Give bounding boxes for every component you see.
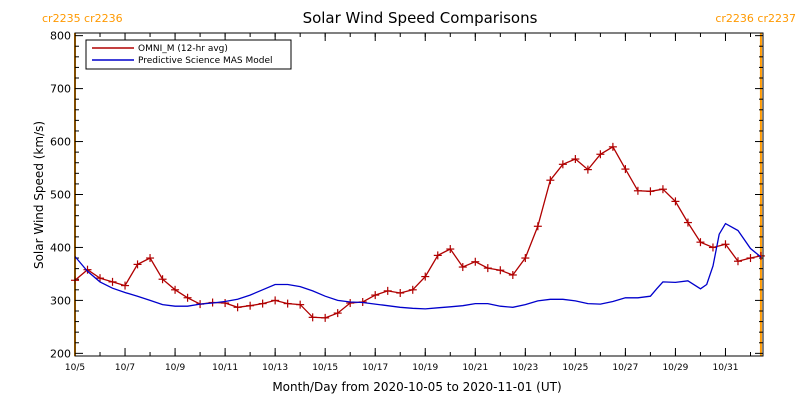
data-point-0 (471, 257, 480, 266)
data-point-0 (633, 186, 642, 195)
data-point-0 (158, 275, 167, 284)
data-point-0 (721, 240, 730, 249)
x-tick-label: 10/7 (115, 363, 135, 373)
y-axis-label: Solar Wind Speed (km/s) (32, 121, 46, 269)
data-point-0 (133, 260, 142, 269)
data-point-0 (521, 254, 530, 263)
data-point-0 (658, 185, 667, 194)
data-point-0 (733, 257, 742, 266)
data-point-0 (533, 222, 542, 231)
data-point-0 (558, 160, 567, 169)
data-point-0 (271, 296, 280, 305)
legend-label-mas: Predictive Science MAS Model (138, 56, 273, 66)
data-point-0 (756, 251, 765, 260)
y-tick-label: 500 (50, 189, 71, 202)
data-point-0 (233, 303, 242, 312)
plot-frame (74, 32, 764, 357)
data-point-0 (383, 286, 392, 295)
data-point-0 (371, 291, 380, 300)
x-tick-label: 10/23 (512, 363, 538, 373)
data-point-0 (333, 309, 342, 318)
data-point-0 (696, 238, 705, 247)
data-point-0 (408, 285, 417, 294)
data-point-0 (321, 313, 330, 322)
data-point-0 (621, 165, 630, 174)
legend-label-omni: OMNI_M (12-hr avg) (138, 44, 228, 54)
chart-title: Solar Wind Speed Comparisons (303, 9, 538, 27)
data-point-0 (83, 265, 92, 274)
x-tick-label: 10/27 (612, 363, 638, 373)
y-tick-label: 200 (50, 347, 71, 360)
data-point-0 (646, 187, 655, 196)
data-point-0 (746, 254, 755, 263)
data-point-0 (108, 277, 117, 286)
y-tick-label: 600 (50, 136, 71, 149)
data-point-0 (308, 313, 317, 322)
x-tick-label: 10/21 (462, 363, 488, 373)
legend: OMNI_M (12-hr avg) Predictive Science MA… (85, 39, 292, 70)
data-point-0 (496, 266, 505, 275)
data-point-0 (446, 245, 455, 254)
data-point-0 (246, 301, 255, 310)
data-point-0 (671, 197, 680, 206)
x-tick-label: 10/29 (662, 363, 688, 373)
x-axis-label: Month/Day from 2020-10-05 to 2020-11-01 … (272, 380, 561, 394)
x-tick-label: 10/15 (312, 363, 338, 373)
data-point-0 (346, 299, 355, 308)
data-point-0 (583, 165, 592, 174)
y-tick-label: 400 (50, 241, 71, 254)
x-tick-label: 10/13 (262, 363, 288, 373)
data-point-0 (421, 272, 430, 281)
data-point-0 (296, 300, 305, 309)
x-tick-label: 10/19 (412, 363, 438, 373)
data-point-0 (258, 299, 267, 308)
data-point-0 (483, 264, 492, 273)
carrington-marker-label: cr2236 cr2237 (715, 12, 796, 25)
carrington-marker-label: cr2235 cr2236 (42, 12, 123, 25)
data-point-0 (683, 218, 692, 227)
data-point-0 (508, 270, 517, 279)
data-point-0 (458, 263, 467, 272)
x-axis-ticks: 10/5 10/7 10/9 10/11 10/13 10/15 10/17 10/19 10/… (65, 33, 751, 373)
x-tick-label: 10/9 (165, 363, 185, 373)
data-point-0 (171, 285, 180, 294)
y-tick-label: 800 (50, 30, 71, 43)
y-axis-ticks: 200 300 400 500 600 700 800 (50, 30, 763, 360)
x-tick-label: 10/5 (65, 363, 85, 373)
y-tick-label: 300 (50, 294, 71, 307)
data-point-0 (608, 142, 617, 151)
data-point-0 (596, 150, 605, 159)
series-group (71, 142, 765, 322)
data-point-0 (221, 299, 230, 308)
series-line-1 (74, 222, 762, 310)
x-tick-label: 10/17 (362, 363, 388, 373)
data-point-0 (146, 254, 155, 263)
data-point-0 (121, 281, 130, 290)
data-point-0 (183, 293, 192, 302)
data-point-0 (571, 155, 580, 164)
data-point-0 (433, 251, 442, 260)
y-tick-label: 700 (50, 83, 71, 96)
x-tick-label: 10/31 (713, 363, 739, 373)
x-tick-label: 10/25 (562, 363, 588, 373)
data-point-0 (283, 299, 292, 308)
data-point-0 (546, 176, 555, 185)
legend-box (85, 39, 292, 70)
x-tick-label: 10/11 (212, 363, 238, 373)
data-point-0 (96, 274, 105, 283)
data-point-0 (708, 243, 717, 252)
data-point-0 (396, 288, 405, 297)
